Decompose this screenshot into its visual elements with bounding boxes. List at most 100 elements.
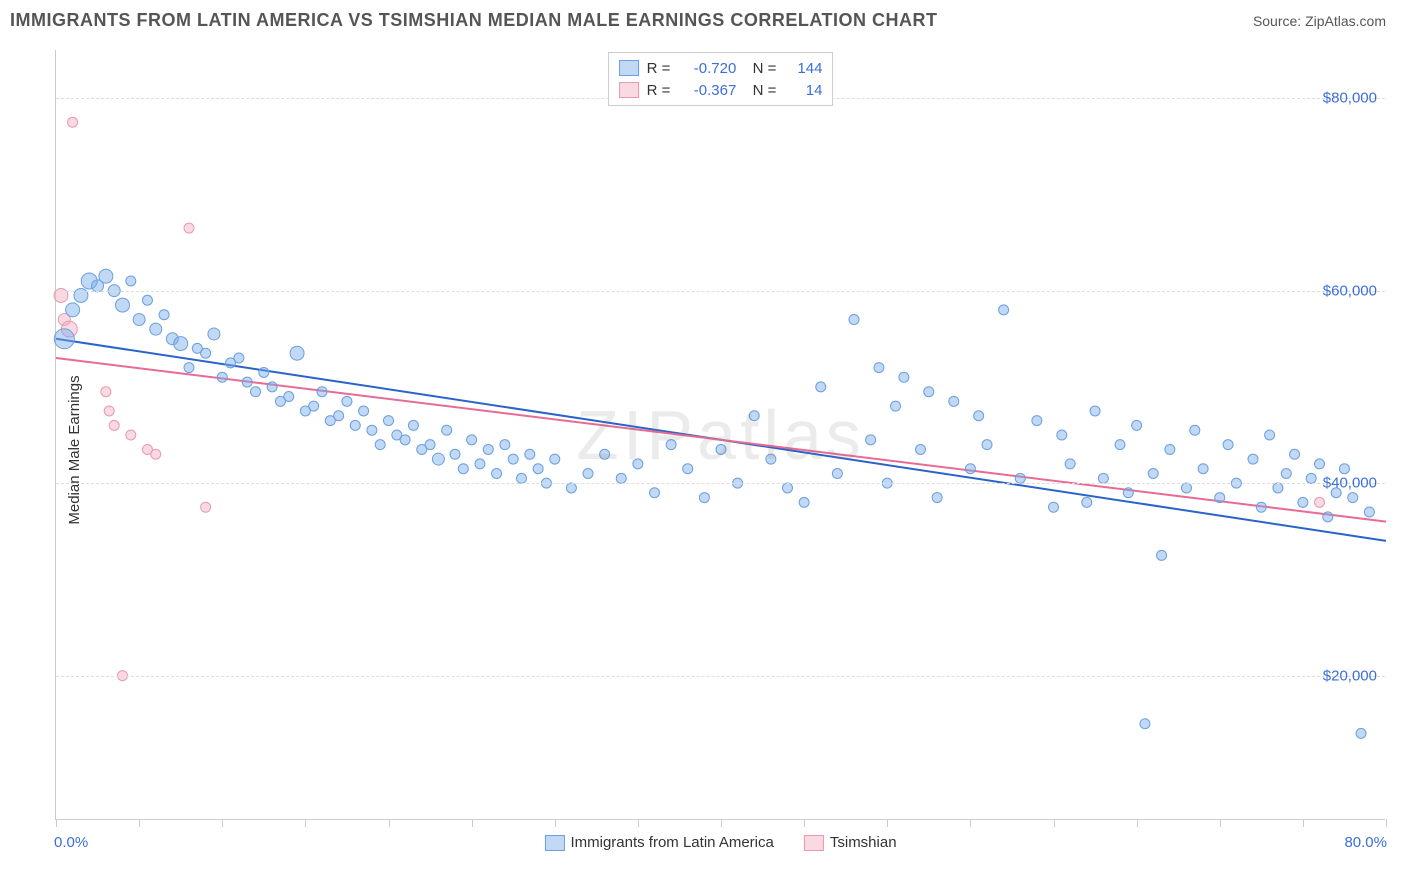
- y-tick-label: $20,000: [1323, 667, 1377, 684]
- scatter-point: [650, 488, 660, 498]
- scatter-point: [425, 440, 435, 450]
- y-tick-label: $40,000: [1323, 475, 1377, 492]
- scatter-point: [483, 444, 493, 454]
- scatter-point: [217, 372, 227, 382]
- scatter-point: [1049, 502, 1059, 512]
- scatter-point: [234, 353, 244, 363]
- scatter-point: [290, 346, 304, 360]
- scatter-point: [525, 449, 535, 459]
- swatch-tsimshian: [804, 835, 824, 851]
- scatter-point: [126, 276, 136, 286]
- scatter-point: [458, 464, 468, 474]
- scatter-point: [633, 459, 643, 469]
- scatter-point: [109, 420, 119, 430]
- stat-r-label: R =: [647, 82, 671, 99]
- scatter-point: [174, 337, 188, 351]
- scatter-point: [384, 416, 394, 426]
- scatter-point: [359, 406, 369, 416]
- scatter-point: [475, 459, 485, 469]
- source-label: Source:: [1253, 13, 1301, 29]
- scatter-point: [99, 269, 113, 283]
- scatter-point: [1323, 512, 1333, 522]
- scatter-point: [749, 411, 759, 421]
- scatter-point: [101, 387, 111, 397]
- scatter-point: [334, 411, 344, 421]
- scatter-point: [159, 310, 169, 320]
- scatter-point: [500, 440, 510, 450]
- chart-container: Median Male Earnings ZIPatlas R = -0.720…: [10, 40, 1396, 860]
- scatter-point: [367, 425, 377, 435]
- scatter-point: [350, 420, 360, 430]
- scatter-point: [54, 329, 74, 349]
- scatter-point: [1223, 440, 1233, 450]
- scatter-point: [517, 473, 527, 483]
- scatter-point: [201, 348, 211, 358]
- scatter-point: [1098, 473, 1108, 483]
- scatter-point: [133, 314, 145, 326]
- scatter-point: [766, 454, 776, 464]
- scatter-point: [184, 363, 194, 373]
- scatter-point: [916, 444, 926, 454]
- scatter-point: [699, 493, 709, 503]
- scatter-point: [533, 464, 543, 474]
- plot-area: ZIPatlas R = -0.720 N = 144 R = -0.367 N…: [55, 50, 1385, 820]
- legend-label-latin: Immigrants from Latin America: [570, 834, 773, 851]
- scatter-point: [1065, 459, 1075, 469]
- scatter-point: [600, 449, 610, 459]
- scatter-point: [66, 303, 80, 317]
- scatter-point: [874, 363, 884, 373]
- correlation-legend: R = -0.720 N = 144 R = -0.367 N = 14: [608, 52, 834, 106]
- scatter-point: [1140, 719, 1150, 729]
- stat-n-label: N =: [744, 82, 776, 99]
- x-axis-min-label: 0.0%: [54, 834, 88, 851]
- scatter-point: [566, 483, 576, 493]
- scatter-point: [982, 440, 992, 450]
- scatter-point: [849, 315, 859, 325]
- scatter-point: [242, 377, 252, 387]
- scatter-point: [1032, 416, 1042, 426]
- correlation-row-tsimshian: R = -0.367 N = 14: [619, 79, 823, 101]
- scatter-point: [267, 382, 277, 392]
- chart-title: IMMIGRANTS FROM LATIN AMERICA VS TSIMSHI…: [10, 10, 937, 31]
- stat-r-value-tsimshian: -0.367: [678, 82, 736, 99]
- scatter-point: [1148, 469, 1158, 479]
- scatter-point: [309, 401, 319, 411]
- stat-n-value-tsimshian: 14: [784, 82, 822, 99]
- legend-item-tsimshian: Tsimshian: [804, 834, 897, 851]
- scatter-point: [251, 387, 261, 397]
- scatter-point: [783, 483, 793, 493]
- y-tick-label: $80,000: [1323, 90, 1377, 107]
- scatter-point: [1348, 493, 1358, 503]
- scatter-point: [1182, 483, 1192, 493]
- source-attribution: Source: ZipAtlas.com: [1253, 13, 1386, 29]
- scatter-point: [1198, 464, 1208, 474]
- source-value: ZipAtlas.com: [1305, 13, 1386, 29]
- scatter-point: [151, 449, 161, 459]
- scatter-point: [1306, 473, 1316, 483]
- scatter-point: [508, 454, 518, 464]
- scatter-points-layer: [56, 50, 1385, 819]
- swatch-tsimshian: [619, 82, 639, 98]
- scatter-point: [1165, 444, 1175, 454]
- scatter-point: [816, 382, 826, 392]
- stat-n-value-latin: 144: [784, 60, 822, 77]
- scatter-point: [899, 372, 909, 382]
- scatter-point: [1356, 728, 1366, 738]
- scatter-point: [1015, 473, 1025, 483]
- correlation-row-latin: R = -0.720 N = 144: [619, 57, 823, 79]
- scatter-point: [104, 406, 114, 416]
- scatter-point: [1115, 440, 1125, 450]
- scatter-point: [400, 435, 410, 445]
- scatter-point: [550, 454, 560, 464]
- scatter-point: [116, 298, 130, 312]
- scatter-point: [317, 387, 327, 397]
- scatter-point: [208, 328, 220, 340]
- stat-r-label: R =: [647, 60, 671, 77]
- scatter-point: [1248, 454, 1258, 464]
- series-legend: Immigrants from Latin America Tsimshian: [544, 834, 896, 851]
- chart-header: IMMIGRANTS FROM LATIN AMERICA VS TSIMSHI…: [0, 0, 1406, 36]
- scatter-point: [1123, 488, 1133, 498]
- scatter-point: [666, 440, 676, 450]
- x-axis-max-label: 80.0%: [1344, 834, 1387, 851]
- scatter-point: [1315, 459, 1325, 469]
